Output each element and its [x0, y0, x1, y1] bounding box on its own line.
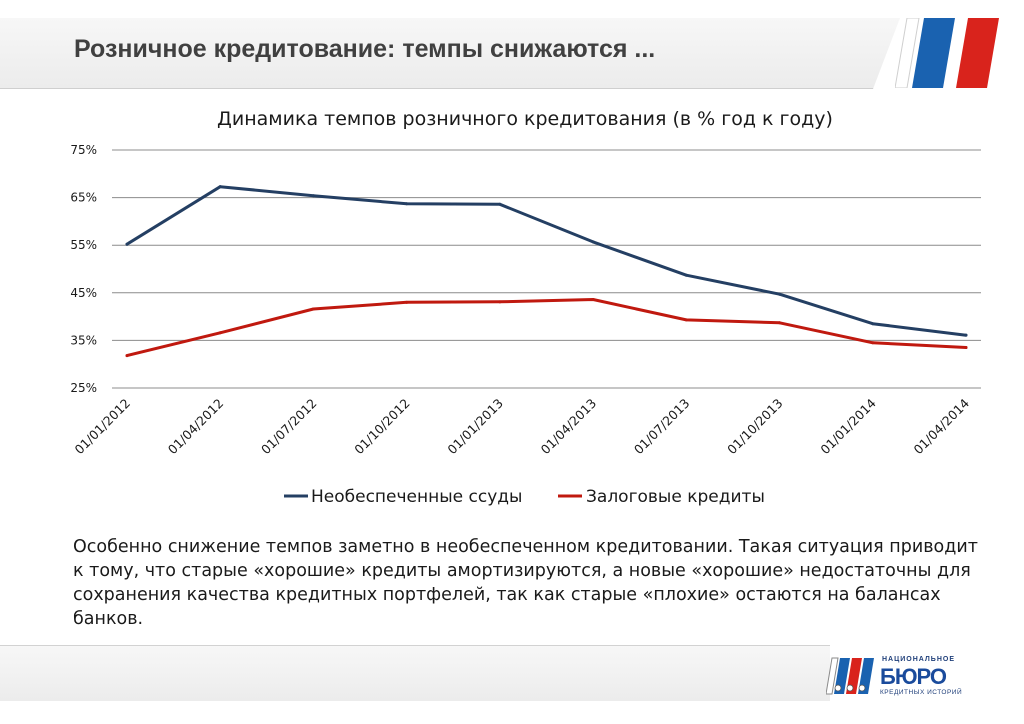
data-point: [405, 202, 409, 206]
data-point: [311, 194, 315, 198]
y-tick-label: 25%: [70, 381, 97, 395]
data-point: [684, 273, 688, 277]
data-point: [778, 292, 782, 296]
x-tick-label: 01/04/2012: [165, 396, 227, 458]
chart-title: Динамика темпов розничного кредитования …: [217, 108, 833, 130]
stripe-blue: [912, 18, 955, 88]
x-tick-label: 01/10/2012: [351, 396, 413, 458]
data-point: [125, 354, 129, 358]
x-tick-label: 01/04/2014: [911, 395, 973, 457]
y-tick-label: 55%: [70, 238, 97, 252]
data-point: [498, 300, 502, 304]
x-tick-label: 01/04/2013: [538, 396, 600, 458]
data-point: [871, 341, 875, 345]
data-point: [591, 240, 595, 244]
series-line-2: [125, 298, 968, 358]
stripe-white: [895, 18, 920, 88]
x-tick-label: 01/07/2013: [631, 396, 693, 458]
data-point: [591, 297, 595, 301]
data-point: [405, 300, 409, 304]
stripe-red: [956, 18, 999, 88]
y-tick-label: 35%: [70, 333, 97, 347]
y-tick-label: 45%: [70, 286, 97, 300]
logo-text-top: НАЦИОНАЛЬНОЕ: [882, 656, 956, 663]
header-bar: [0, 18, 900, 89]
data-point: [964, 346, 968, 350]
data-point: [871, 322, 875, 326]
data-point: [684, 318, 688, 322]
logo-text-main: БЮРО: [880, 664, 947, 689]
data-point: [778, 321, 782, 325]
legend-label: Необеспеченные ссуды: [311, 487, 522, 507]
x-tick-label: 01/01/2013: [444, 396, 506, 458]
data-point: [311, 307, 315, 311]
x-tick-label: 01/01/2014: [817, 395, 879, 457]
y-tick-label: 75%: [70, 143, 97, 157]
brand-stripes: [895, 18, 999, 88]
data-point: [218, 185, 222, 189]
logo-text-bottom: КРЕДИТНЫХ ИСТОРИЙ: [880, 689, 963, 696]
y-tick-label: 65%: [70, 191, 97, 205]
series-line-1: [125, 185, 968, 337]
x-tick-label: 01/07/2012: [258, 396, 320, 458]
logo-mark: [826, 657, 874, 695]
data-point: [218, 331, 222, 335]
data-point: [498, 202, 502, 206]
x-tick-label: 01/01/2012: [72, 396, 134, 458]
commentary-text: Особенно снижение темпов заметно в необе…: [73, 537, 978, 629]
x-tick-label: 01/10/2013: [724, 396, 786, 458]
slide-title: Розничное кредитование: темпы снижаются …: [74, 35, 656, 63]
data-point: [125, 242, 129, 246]
data-point: [964, 333, 968, 337]
footer-bar: [0, 645, 830, 701]
line-chart: Динамика темпов розничного кредитования …: [70, 108, 981, 507]
legend-label: Залоговые кредиты: [586, 487, 765, 507]
